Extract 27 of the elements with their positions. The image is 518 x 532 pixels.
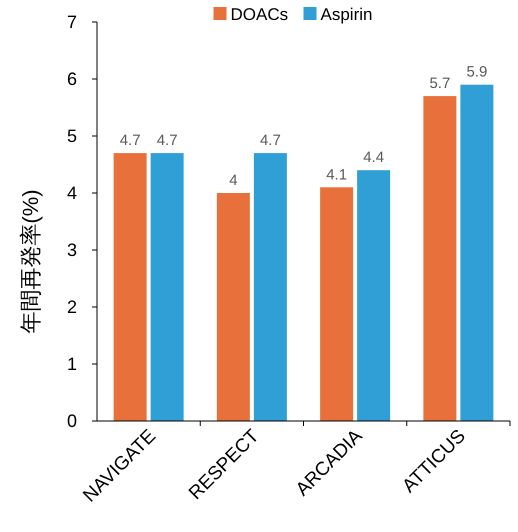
bar	[150, 153, 184, 421]
y-tick-label: 2	[66, 297, 77, 317]
bar	[320, 187, 354, 421]
data-label: 4.7	[120, 132, 141, 150]
bar	[216, 193, 250, 421]
y-tick-label: 1	[66, 354, 77, 374]
data-label: 4.7	[260, 132, 281, 150]
y-tick-label: 4	[66, 183, 77, 203]
data-label: 4.1	[326, 166, 348, 184]
legend-label: DOACs	[230, 5, 288, 24]
y-tick-label: 7	[66, 12, 77, 32]
y-tick-label: 6	[66, 69, 77, 89]
y-tick-label: 5	[66, 126, 77, 146]
data-label: 4.7	[156, 132, 178, 150]
bar	[460, 84, 494, 421]
data-label: 4	[229, 172, 238, 189]
bar	[114, 153, 147, 421]
y-tick-label: 3	[66, 240, 77, 260]
y-tick-label: 0	[66, 411, 77, 431]
bar	[357, 170, 390, 421]
bar	[254, 153, 287, 421]
y-axis-title: 年間再発率(%)	[18, 189, 43, 334]
data-label: 5.9	[466, 64, 488, 81]
data-label: 5.7	[429, 75, 450, 92]
legend-label: Aspirin	[320, 5, 372, 24]
data-label: 4.4	[363, 149, 384, 166]
bar	[423, 96, 456, 421]
